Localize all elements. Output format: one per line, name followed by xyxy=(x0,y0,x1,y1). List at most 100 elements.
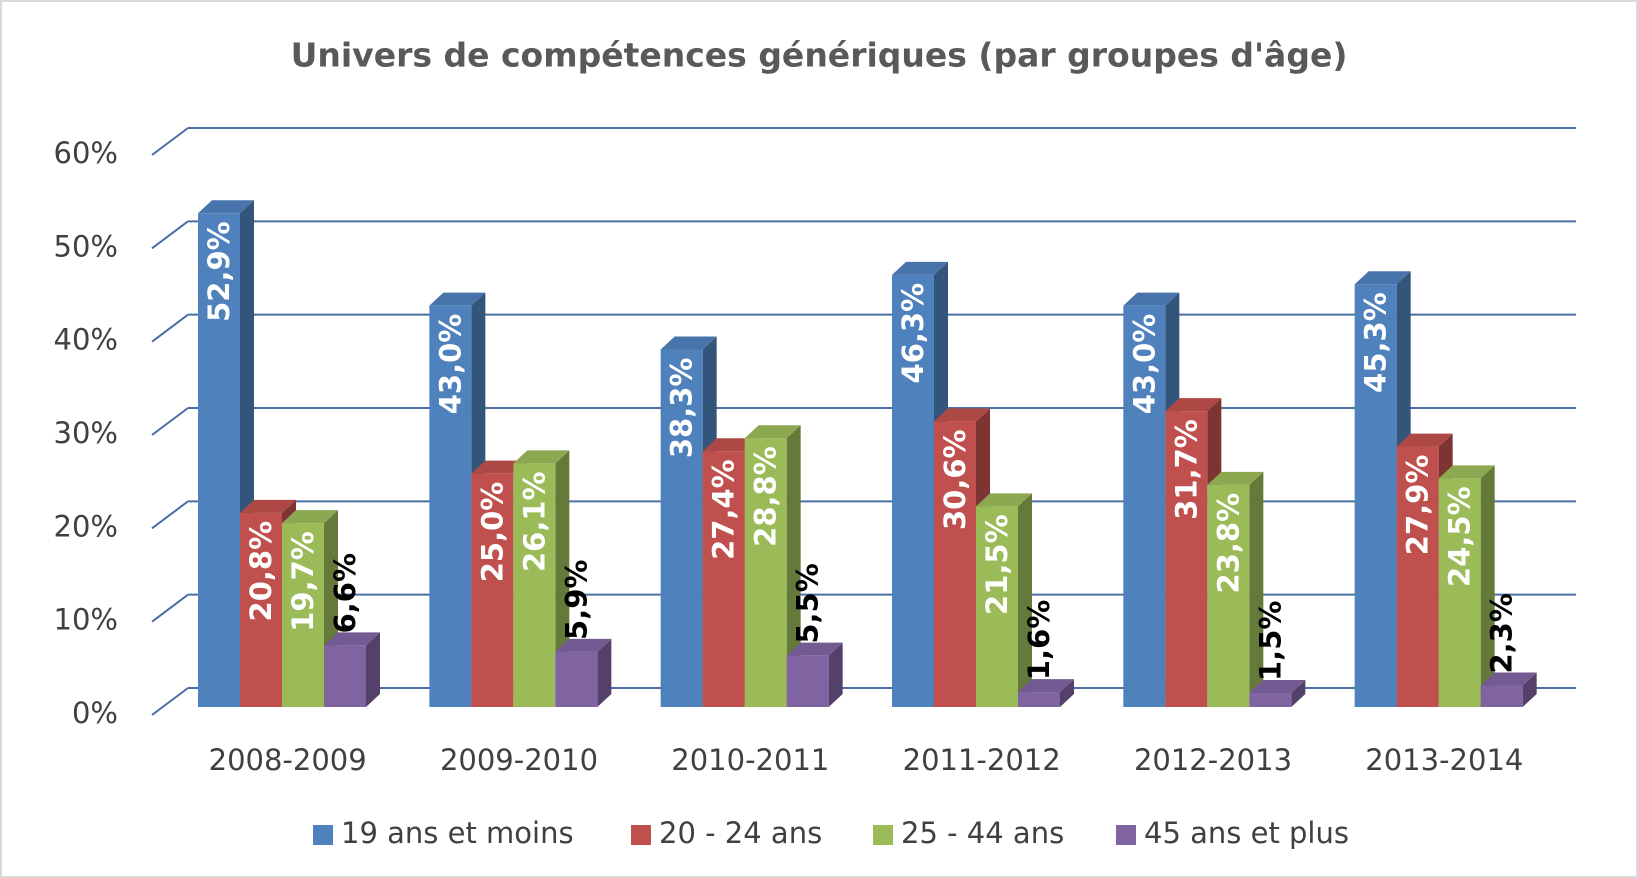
x-tick-label: 2012-2013 xyxy=(1134,743,1292,777)
bar-side xyxy=(1480,465,1495,707)
bar xyxy=(1165,411,1208,707)
y-tick-label: 10% xyxy=(54,603,118,637)
bar-top xyxy=(198,200,254,214)
bar xyxy=(198,213,240,707)
y-tick-label: 60% xyxy=(54,136,118,170)
value-label: 6,6% xyxy=(328,553,362,633)
value-label: 30,6% xyxy=(938,429,972,530)
bar-top xyxy=(1480,672,1537,686)
bar-side xyxy=(1018,493,1032,707)
bar xyxy=(513,463,556,707)
bar xyxy=(240,512,282,707)
bar xyxy=(1018,692,1060,707)
bar-top xyxy=(282,510,338,524)
value-label: 43,0% xyxy=(433,314,467,415)
x-tick-label: 2008-2009 xyxy=(209,743,367,777)
value-label: 24,5% xyxy=(1443,486,1477,587)
value-label: 46,3% xyxy=(896,283,930,384)
bar xyxy=(744,438,787,707)
bar-side xyxy=(828,642,843,707)
grid-line-side xyxy=(151,500,189,530)
value-label: 19,7% xyxy=(286,531,320,632)
bar-top xyxy=(934,408,990,422)
bar xyxy=(976,506,1018,707)
bar-top xyxy=(555,638,612,652)
bar-top xyxy=(513,450,570,464)
bar-side xyxy=(1249,471,1264,707)
x-tick-label: 2011-2012 xyxy=(903,743,1061,777)
bar xyxy=(282,523,324,707)
x-tick-label: 2009-2010 xyxy=(440,743,598,777)
grid-line-side xyxy=(151,407,189,436)
legend-swatch xyxy=(1116,825,1136,845)
bar-top xyxy=(1123,292,1180,306)
y-tick-label: 40% xyxy=(54,323,118,357)
value-label: 25,0% xyxy=(475,482,509,583)
value-label: 20,8% xyxy=(244,521,278,622)
legend-label: 45 ans et plus xyxy=(1144,816,1349,850)
grid-line-side xyxy=(151,220,189,250)
value-label: 31,7% xyxy=(1169,419,1203,520)
legend-label: 20 - 24 ans xyxy=(659,816,822,850)
bar xyxy=(1438,478,1481,707)
bar-side xyxy=(1060,679,1074,707)
value-label: 45,3% xyxy=(1359,292,1393,393)
bar xyxy=(555,651,598,707)
bar-top xyxy=(1207,471,1264,485)
bar xyxy=(324,645,366,707)
legend-swatch xyxy=(631,825,651,845)
bar-top xyxy=(1438,465,1495,479)
value-label: 1,6% xyxy=(1022,600,1056,680)
bar xyxy=(934,421,976,707)
legend-label: 19 ans et moins xyxy=(341,816,574,850)
legend-swatch xyxy=(873,825,893,845)
bar-top xyxy=(1249,680,1306,693)
value-label: 1,5% xyxy=(1253,601,1287,681)
bar-top xyxy=(976,493,1032,507)
grid-line-side xyxy=(151,127,189,156)
bar xyxy=(1207,484,1250,707)
bar-top xyxy=(324,632,380,646)
bar-top xyxy=(660,336,717,350)
bar xyxy=(429,305,472,707)
value-label: 52,9% xyxy=(202,221,236,322)
legend-swatch xyxy=(313,825,333,845)
y-tick-label: 0% xyxy=(72,696,118,730)
value-label: 23,8% xyxy=(1211,493,1245,594)
bar xyxy=(786,655,829,707)
bar xyxy=(1354,284,1397,707)
bar-side xyxy=(1291,680,1306,707)
grid-line-side xyxy=(151,687,189,716)
bar-top xyxy=(892,261,948,275)
value-label: 21,5% xyxy=(980,514,1014,615)
bar xyxy=(702,451,745,707)
y-tick-label: 20% xyxy=(54,509,118,543)
bar-top xyxy=(1396,433,1453,447)
bar-top xyxy=(786,642,843,656)
bar-top xyxy=(240,499,296,513)
bar xyxy=(1249,693,1292,707)
value-label: 5,5% xyxy=(791,563,825,643)
bar-top xyxy=(1354,271,1411,285)
x-tick-label: 2010-2011 xyxy=(671,743,829,777)
y-tick-label: 30% xyxy=(54,416,118,450)
bar-side xyxy=(1522,672,1537,707)
bar-side xyxy=(366,632,380,707)
bar-top xyxy=(429,292,486,306)
bar-side xyxy=(786,425,801,707)
bar-side xyxy=(597,638,612,707)
bar-top xyxy=(744,425,801,439)
bar xyxy=(660,349,703,707)
bar-top xyxy=(1165,398,1222,412)
y-tick-label: 50% xyxy=(54,229,118,263)
value-label: 27,9% xyxy=(1401,455,1435,556)
value-label: 26,1% xyxy=(517,471,551,572)
bar xyxy=(471,473,514,707)
legend-label: 25 - 44 ans xyxy=(901,816,1064,850)
bar xyxy=(1396,446,1439,707)
value-label: 5,9% xyxy=(559,559,593,639)
value-label: 27,4% xyxy=(707,459,741,560)
value-label: 28,8% xyxy=(749,446,783,547)
chart-title: Univers de compétences génériques (par g… xyxy=(291,36,1348,75)
